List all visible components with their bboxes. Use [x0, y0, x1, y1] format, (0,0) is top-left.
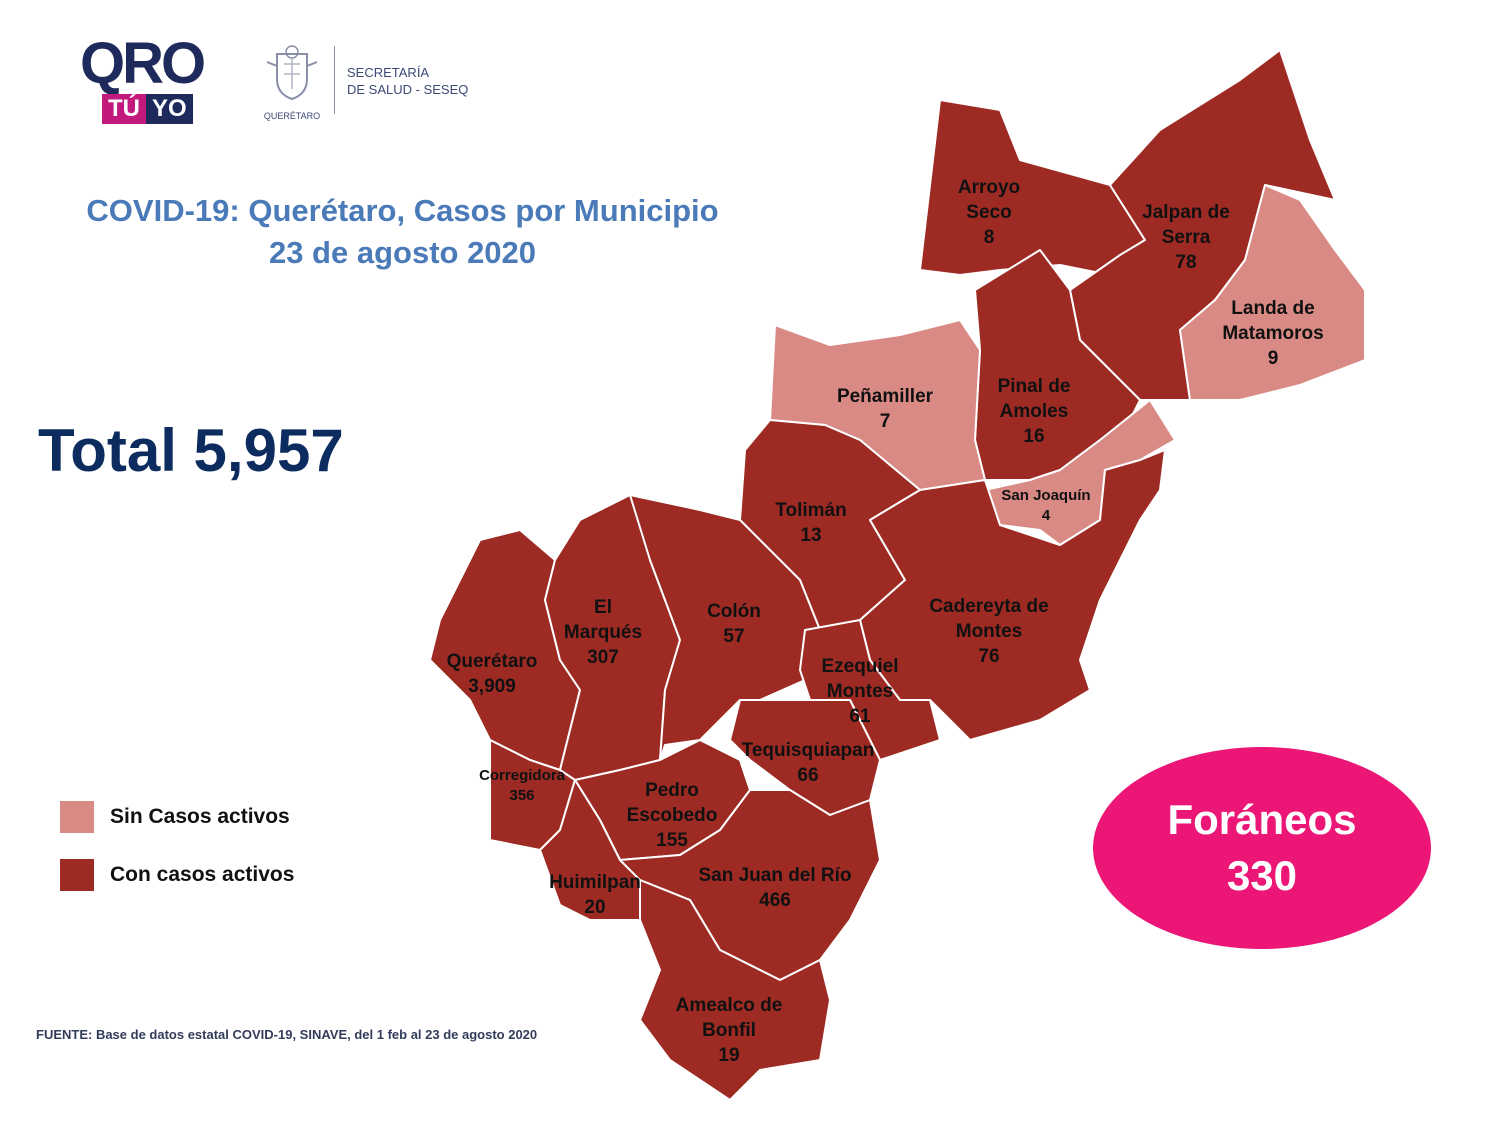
municipality-cases: 466: [759, 890, 791, 911]
municipality-name: El Marqués: [563, 597, 643, 643]
secretaria-line2: DE SALUD - SESEQ: [347, 82, 469, 97]
secretaria-logo-text: SECRETARÍA DE SALUD - SESEQ: [347, 64, 468, 98]
municipality-name: Huimilpan: [549, 872, 641, 893]
legend-label: Con casos activos: [110, 863, 295, 886]
title-line2: 23 de agosto 2020: [268, 235, 537, 270]
municipality-cases: 57: [723, 626, 745, 647]
municipality-name: Ezequiel Montes: [821, 656, 899, 702]
municipality-name: Pinal de Amoles: [997, 376, 1071, 422]
secretaria-line1: SECRETARÍA: [347, 65, 430, 80]
municipality-label: Pedro Escobedo 155: [612, 778, 732, 853]
qro-tu-yo-logo: QRO TÚ YO: [80, 31, 220, 126]
municipality-cases: 9: [1267, 348, 1279, 369]
municipality-cases: 356: [509, 787, 535, 804]
foraneos-value: 330: [1226, 852, 1298, 899]
municipality-name: Pedro Escobedo: [626, 780, 718, 826]
region-amealco-de-bonfil: [639, 879, 831, 1101]
municipality-cases: 20: [584, 897, 606, 918]
logo-divider: [334, 46, 335, 114]
logo-yo: YO: [146, 94, 193, 124]
municipality-label: Peñamiller 7: [815, 384, 955, 434]
municipality-label: Huimilpan 20: [540, 870, 650, 920]
municipality-name: Jalpan de Serra: [1142, 202, 1230, 248]
legend-label: Sin Casos activos: [110, 805, 290, 828]
municipality-label: San Juan del Río 466: [685, 863, 865, 913]
municipality-cases: 155: [656, 830, 688, 851]
municipality-label: Amealco de Bonfil 19: [674, 993, 784, 1068]
municipality-name: Colón: [707, 601, 761, 622]
municipality-name: Landa de Matamoros: [1222, 298, 1324, 344]
municipality-cases: 13: [800, 525, 822, 546]
region-landa-de-matamoros: [1179, 184, 1366, 401]
logo-tu: TÚ: [102, 94, 146, 124]
page-title: COVID-19: Querétaro, Casos por Municipio…: [0, 190, 805, 274]
region-ezequiel-montes: [799, 619, 941, 761]
municipality-name: Querétaro: [446, 651, 538, 672]
logo-qro-text: QRO: [80, 31, 206, 96]
municipality-name: Tequisquiapan: [741, 740, 875, 761]
municipality-cases: 76: [978, 646, 1000, 667]
municipality-name: Amealco de Bonfil: [675, 995, 783, 1041]
municipality-label: Querétaro 3,909: [437, 649, 547, 699]
municipality-label: Pinal de Amoles 16: [979, 374, 1089, 449]
municipality-label: Tequisquiapan 66: [728, 738, 888, 788]
municipality-cases: 7: [879, 411, 891, 432]
municipality-cases: 78: [1175, 252, 1197, 273]
municipality-name: San Joaquín: [1001, 487, 1091, 504]
total-label: Total: [38, 417, 177, 484]
legend-item-no-active: Sin Casos activos: [60, 801, 290, 833]
seal-caption: QUERÉTARO: [263, 111, 321, 121]
total-cases: Total 5,957: [38, 416, 344, 485]
municipality-label: Corregidora 356: [462, 766, 582, 806]
municipality-label: Tolimán 13: [751, 498, 871, 548]
legend-swatch-active: [60, 859, 94, 891]
municipality-name: Peñamiller: [836, 386, 934, 407]
municipality-name: Arroyo Seco: [957, 177, 1021, 223]
title-line1: COVID-19: Querétaro, Casos por Municipio: [86, 193, 719, 228]
legend-item-active: Con casos activos: [60, 859, 294, 891]
foraneos-badge: Foráneos 330: [1093, 747, 1431, 949]
municipality-cases: 61: [849, 706, 871, 727]
municipality-cases: 19: [718, 1045, 740, 1066]
municipality-label: El Marqués 307: [553, 595, 653, 670]
municipality-cases: 3,909: [468, 676, 516, 697]
municipality-label: Cadereyta de Montes 76: [914, 594, 1064, 669]
municipality-label: Arroyo Seco 8: [944, 175, 1034, 250]
municipality-cases: 66: [797, 765, 819, 786]
foraneos-label: Foráneos: [1167, 796, 1357, 843]
municipality-cases: 4: [1041, 507, 1051, 524]
source-note: FUENTE: Base de datos estatal COVID-19, …: [36, 1027, 538, 1042]
municipality-label: Ezequiel Montes 61: [810, 654, 910, 729]
municipality-label: Jalpan de Serra 78: [1126, 200, 1246, 275]
municipality-cases: 307: [587, 647, 619, 668]
municipality-label: Colón 57: [684, 599, 784, 649]
municipality-name: Cadereyta de Montes: [929, 596, 1049, 642]
total-value: 5,957: [193, 417, 344, 484]
municipality-name: Tolimán: [775, 500, 847, 521]
municipality-label: San Joaquín 4: [981, 486, 1111, 526]
municipality-label: Landa de Matamoros 9: [1203, 296, 1343, 371]
municipality-name: San Juan del Río: [698, 865, 852, 886]
legend-swatch-no-active: [60, 801, 94, 833]
municipality-cases: 16: [1023, 426, 1045, 447]
municipality-cases: 8: [983, 227, 995, 248]
municipality-name: Corregidora: [479, 767, 565, 784]
queretaro-seal-icon: QUERÉTARO: [262, 44, 322, 121]
logo-tuyo: TÚ YO: [102, 94, 193, 124]
